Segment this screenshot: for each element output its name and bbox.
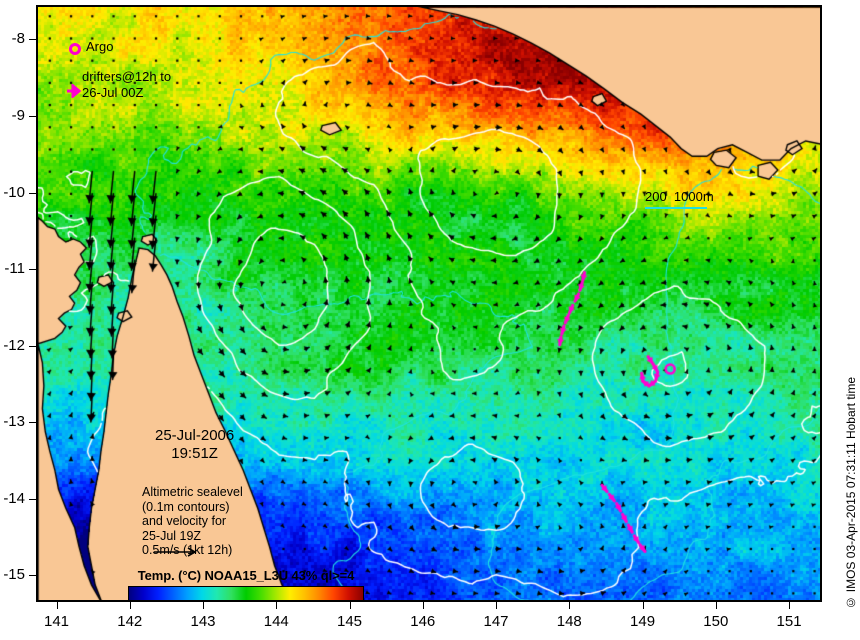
colorbar-tick — [298, 601, 299, 602]
x-axis-tick-label: 142 — [117, 613, 143, 630]
x-axis-tick — [56, 602, 58, 609]
drifter-legend-label: drifters@12h to 26-Jul 00Z — [82, 69, 172, 100]
method-annotation: Altimetric sealevel (0.1m contours) and … — [142, 485, 243, 557]
x-axis-tick — [422, 602, 424, 609]
y-axis-tick — [29, 345, 36, 347]
y-axis-tick-label: -14 — [3, 489, 25, 507]
argo-symbol-icon — [69, 43, 81, 55]
y-axis-tick-label: -13 — [3, 413, 25, 431]
x-axis-tick-label: 149 — [630, 613, 656, 630]
colorbar-tick — [351, 601, 352, 602]
bathymetry-legend-line — [645, 207, 707, 209]
y-axis-tick-label: -9 — [11, 106, 25, 124]
y-axis-tick-label: -15 — [3, 566, 25, 584]
velocity-reference-arrow-icon — [154, 547, 197, 557]
y-axis-tick — [29, 498, 36, 500]
y-axis-tick-label: -10 — [3, 183, 25, 201]
colorbar-tick — [194, 601, 195, 602]
y-axis-tick-label: -8 — [11, 30, 25, 48]
x-axis-tick-label: 141 — [43, 613, 70, 630]
map-plot-area[interactable]: Argo drifters@12h to 26-Jul 00Z 200 1000… — [36, 5, 822, 602]
x-axis-tick-label: 145 — [337, 613, 363, 630]
velocity-vector-canvas — [38, 7, 820, 600]
colorbar-tick — [325, 601, 326, 602]
x-axis-tick-label: 147 — [483, 613, 509, 630]
y-axis-tick — [29, 192, 36, 194]
x-axis-tick — [349, 602, 351, 609]
colorbar-tick — [272, 601, 273, 602]
x-axis-tick — [569, 602, 571, 609]
x-axis-tick — [276, 602, 278, 609]
colorbar-gradient — [128, 586, 364, 600]
x-axis-tick — [642, 602, 644, 609]
colorbar: Temp. (°C) NOAA15_L3U 43% ql>=4 22232425… — [128, 568, 364, 602]
x-axis-tick-label: 148 — [556, 613, 582, 630]
y-axis-tick — [29, 269, 36, 271]
colorbar-tick — [141, 601, 142, 602]
colorbar-tick — [167, 601, 168, 602]
x-axis-tick — [715, 602, 717, 609]
drifter-arrow-icon — [67, 84, 82, 98]
y-axis-tick-label: -11 — [4, 260, 25, 278]
x-axis-tick — [203, 602, 205, 609]
colorbar-tick — [246, 601, 247, 602]
bathymetry-legend-label: 200 1000m — [645, 189, 714, 204]
y-axis-tick-label: -12 — [3, 336, 25, 354]
x-axis-tick-label: 146 — [410, 613, 436, 630]
credit-text: © IMOS 03-Apr-2015 07:31:11 Hobart time — [844, 377, 858, 610]
datetime-annotation: 25-Jul-2006 19:51Z — [155, 427, 235, 462]
x-axis-tick — [789, 602, 791, 609]
colorbar-tick — [220, 601, 221, 602]
x-axis-tick-label: 151 — [776, 613, 802, 630]
colorbar-title: Temp. (°C) NOAA15_L3U 43% ql>=4 — [137, 568, 355, 583]
argo-legend-label: Argo — [86, 39, 114, 54]
y-axis-tick — [29, 422, 36, 424]
y-axis-tick — [29, 575, 36, 577]
colorbar-ticks — [128, 601, 364, 602]
y-axis-tick — [29, 39, 36, 41]
y-axis-tick — [29, 115, 36, 117]
x-axis-tick-label: 143 — [190, 613, 216, 630]
x-axis-tick-label: 144 — [263, 613, 289, 630]
x-axis-tick — [129, 602, 131, 609]
x-axis-tick-label: 150 — [703, 613, 729, 630]
x-axis-tick — [496, 602, 498, 609]
